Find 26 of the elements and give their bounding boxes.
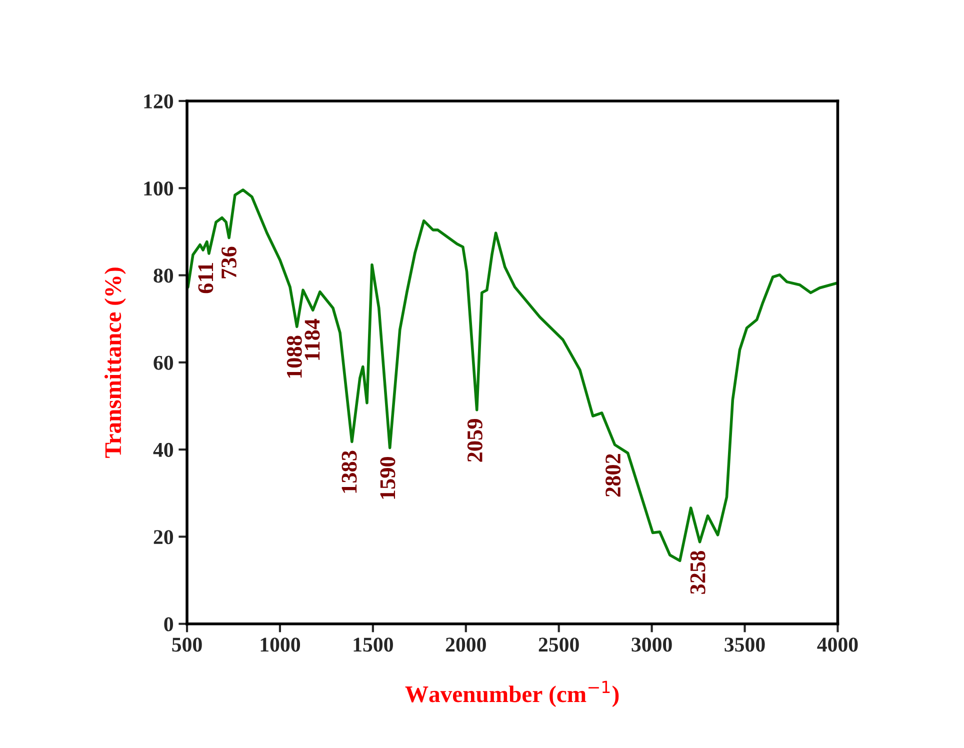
y-tick-label: 120 [144, 94, 174, 108]
y-tick-label: 80 [154, 268, 174, 283]
y-tick-label: 40 [153, 442, 174, 457]
annotation: 1088 [286, 336, 302, 378]
x-axis-title: Wavenumber (cm$^{−1}$) [405, 680, 619, 708]
y-tick-label: 20 [154, 530, 174, 544]
y-tick-label: 60 [154, 356, 174, 370]
x-tick-label: 3500 [724, 638, 765, 652]
y-axis-title: Transmittance (%) [104, 268, 126, 458]
x-tick-label: 2000 [446, 638, 486, 652]
y-tick-label: 100 [144, 181, 174, 196]
annotation: 1590 [380, 456, 396, 499]
annotation: 1184 [304, 318, 320, 360]
annotation: 3258 [690, 550, 706, 594]
annotation: 2802 [606, 454, 621, 497]
annotation: 1383 [342, 450, 357, 493]
x-tick-label: 2500 [538, 638, 579, 652]
x-tick-label: 4000 [817, 638, 858, 652]
x-tick-label: 1500 [354, 638, 393, 652]
x-tick-label: 1000 [260, 638, 300, 652]
annotation: 736 [222, 246, 236, 278]
x-tick-label: 3000 [632, 638, 672, 652]
annotation: 611 [198, 262, 214, 294]
annotation: 2059 [467, 419, 482, 462]
x-tick-label: 500 [172, 638, 202, 652]
y-tick-label: 0 [164, 617, 174, 632]
